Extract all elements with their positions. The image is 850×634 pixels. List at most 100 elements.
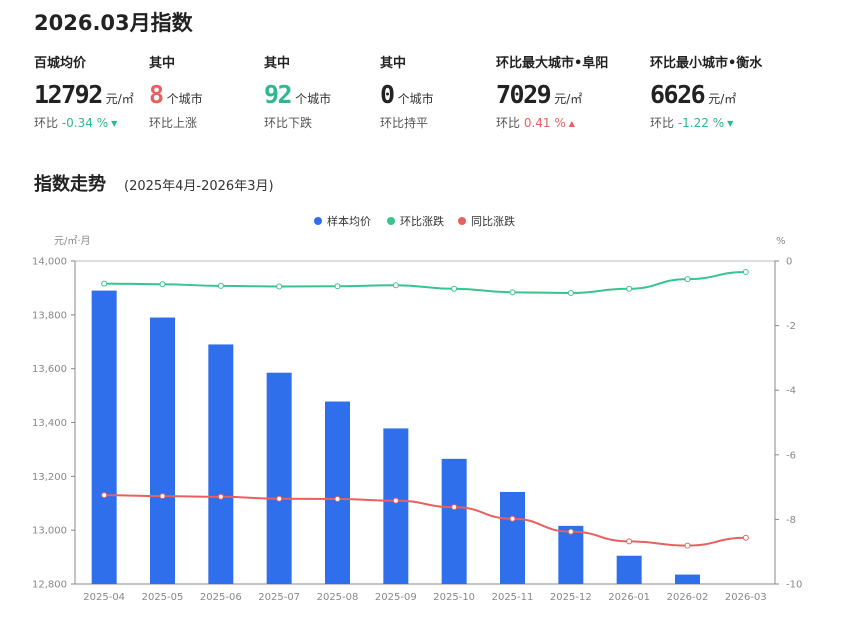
right-tick-label: -6 — [786, 450, 796, 461]
line-point — [684, 542, 691, 549]
stat-sub-prefix: 环比上涨 — [149, 116, 198, 130]
x-tick-label: 2025-12 — [550, 592, 592, 603]
line-point — [567, 528, 574, 535]
section-title: 指数走势 — [34, 174, 106, 195]
legend-label: 环比涨跌 — [400, 214, 444, 228]
triangle-down-icon: ▼ — [111, 119, 118, 128]
line-point — [217, 282, 224, 289]
x-tick-label: 2025-07 — [258, 592, 300, 603]
line-point — [159, 281, 166, 288]
stat-min-city: 环比最小城市•衡水 6626 元/㎡ 环比 -1.22 % ▼ — [650, 52, 800, 131]
x-tick-label: 2025-09 — [375, 592, 417, 603]
bar — [150, 317, 175, 584]
stat-label: 其中 — [264, 56, 291, 71]
stat-unit: 个城市 — [166, 92, 203, 106]
stat-flat-cities: 其中 0 个城市 环比持平 — [380, 52, 530, 131]
stat-sub-prefix: 环比 — [650, 116, 675, 130]
stat-unit: 元/㎡ — [554, 92, 583, 106]
right-tick-label: -4 — [786, 386, 796, 397]
series-line — [104, 270, 746, 294]
legend-marker — [387, 217, 395, 225]
section-range: (2025年4月-2026年3月) — [124, 179, 274, 194]
line-point — [684, 276, 691, 283]
left-tick-label: 13,400 — [32, 418, 67, 429]
line-point — [276, 283, 283, 290]
x-tick-label: 2025-11 — [492, 592, 534, 603]
stat-value: 12792 — [34, 80, 103, 109]
left-tick-label: 13,200 — [32, 472, 67, 483]
x-tick-label: 2025-06 — [200, 592, 242, 603]
legend-marker — [314, 217, 322, 225]
line-point — [451, 504, 458, 511]
page-title: 2026.03月指数 — [34, 11, 193, 35]
stat-label: 其中 — [380, 56, 407, 71]
x-tick-label: 2026-02 — [667, 592, 709, 603]
left-tick-label: 13,600 — [32, 364, 67, 375]
line-point — [392, 282, 399, 289]
bar — [500, 491, 525, 584]
line-point — [276, 495, 283, 502]
stat-rising-cities: 其中 8 个城市 环比上涨 — [149, 52, 299, 131]
triangle-up-icon: ▲ — [568, 119, 575, 128]
stat-value: 6626 — [650, 80, 706, 109]
left-tick-label: 13,000 — [32, 526, 67, 537]
stat-average-price: 百城均价 12792 元/㎡ 环比 -0.34 % ▼ — [34, 52, 184, 131]
line-point — [742, 268, 749, 275]
right-tick-label: -10 — [786, 580, 802, 591]
legend-marker — [458, 217, 466, 225]
bar — [558, 525, 584, 584]
stat-change: -0.34 % — [61, 116, 109, 130]
line-point — [567, 289, 574, 296]
x-tick-label: 2025-05 — [142, 592, 184, 603]
stat-change: 0.41 % — [523, 116, 566, 130]
line-point — [451, 285, 458, 292]
stat-max-city: 环比最大城市•阜阳 7029 元/㎡ 环比 0.41 % ▲ — [496, 52, 646, 131]
x-tick-label: 2025-10 — [433, 592, 475, 603]
stat-label: 环比最大城市•阜阳 — [496, 56, 609, 71]
stat-label: 环比最小城市•衡水 — [650, 56, 763, 71]
x-tick-label: 2026-03 — [725, 592, 767, 603]
left-tick-label: 14,000 — [32, 257, 67, 268]
stat-sub-prefix: 环比下跌 — [264, 116, 313, 130]
stat-value: 7029 — [496, 80, 552, 109]
stat-value: 0 — [380, 80, 395, 109]
stat-label: 百城均价 — [34, 56, 87, 71]
bar — [616, 555, 642, 584]
series-line — [104, 494, 746, 547]
line-point — [101, 492, 108, 499]
line-point — [509, 515, 516, 522]
left-tick-label: 12,800 — [32, 580, 67, 591]
line-point — [334, 496, 341, 503]
stat-sub-prefix: 环比 — [34, 116, 59, 130]
stat-unit: 个城市 — [295, 92, 332, 106]
bar — [383, 428, 409, 584]
bar — [325, 401, 350, 584]
line-point — [626, 538, 633, 545]
stat-sub-prefix: 环比持平 — [380, 116, 429, 130]
bar — [266, 372, 292, 584]
right-tick-label: -2 — [786, 321, 796, 332]
right-tick-label: -8 — [786, 515, 796, 526]
line-point — [626, 285, 633, 292]
bar — [675, 574, 700, 584]
stat-unit: 元/㎡ — [708, 92, 737, 106]
line-point — [217, 493, 224, 500]
line-point — [101, 280, 108, 287]
stat-falling-cities: 其中 92 个城市 环比下跌 — [264, 52, 414, 131]
stat-value: 8 — [149, 80, 164, 109]
line-point — [509, 289, 516, 296]
left-axis-unit: 元/㎡·月 — [54, 235, 91, 247]
stat-unit: 个城市 — [397, 92, 434, 106]
x-tick-label: 2026-01 — [608, 592, 650, 603]
line-point — [334, 283, 341, 290]
bar — [91, 290, 117, 584]
bar — [441, 458, 467, 584]
x-tick-label: 2025-08 — [317, 592, 359, 603]
stat-label: 其中 — [149, 56, 176, 71]
stat-value: 92 — [264, 80, 293, 109]
stat-change: -1.22 % — [677, 116, 725, 130]
left-tick-label: 13,800 — [32, 310, 67, 321]
line-point — [159, 493, 166, 500]
right-tick-label: 0 — [786, 257, 792, 268]
